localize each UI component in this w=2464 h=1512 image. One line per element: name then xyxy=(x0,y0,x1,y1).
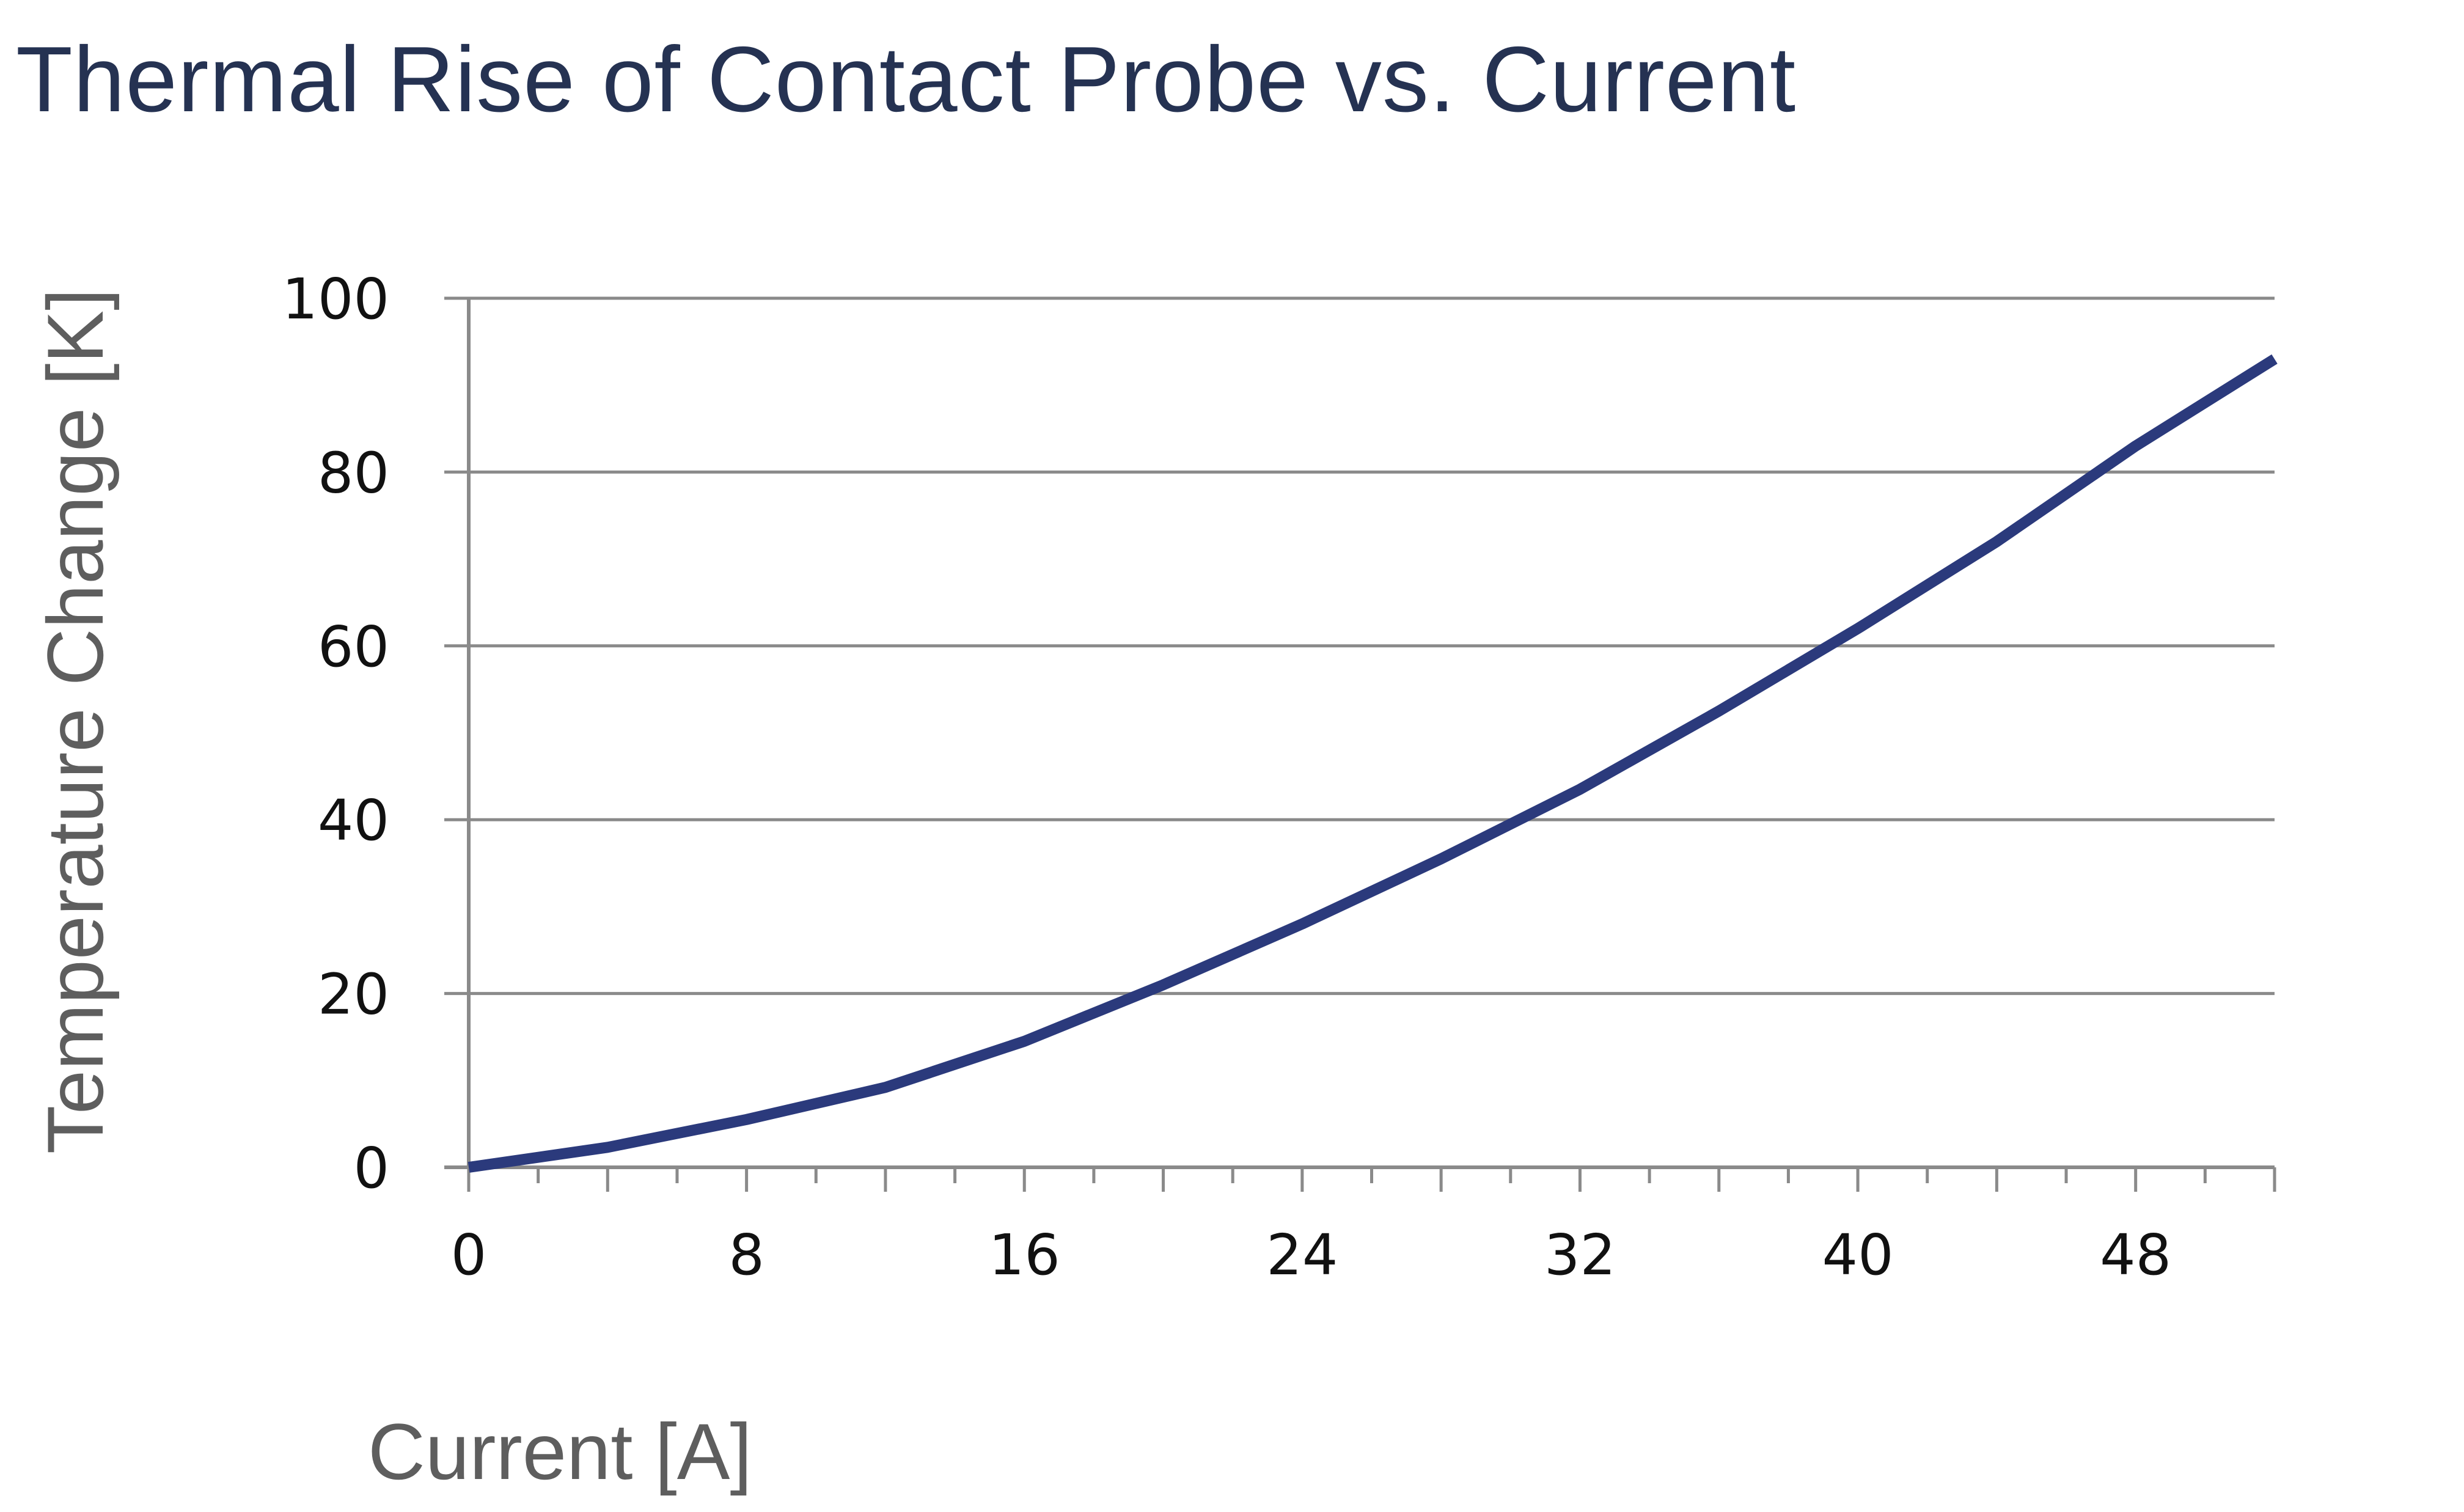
y-axis-title: Temperature Change [K] xyxy=(31,288,120,1154)
y-tick-label: 0 xyxy=(353,1136,389,1201)
y-tick-label: 60 xyxy=(318,614,389,680)
chart-title: Thermal Rise of Contact Probe vs. Curren… xyxy=(16,28,1797,131)
x-tick-label: 40 xyxy=(1822,1222,1894,1288)
x-tick-label: 48 xyxy=(2100,1222,2171,1288)
series-line xyxy=(468,354,2278,1173)
tick-labels: 0 20 40 60 80 100 0 8 16 24 32 40 48 xyxy=(282,266,2171,1288)
series-layer xyxy=(468,354,2278,1173)
y-tick-label: 40 xyxy=(318,788,389,853)
gridlines xyxy=(469,296,2275,996)
x-tick-label: 0 xyxy=(451,1222,487,1288)
x-tick-label: 8 xyxy=(728,1222,765,1288)
x-tick-label: 32 xyxy=(1544,1222,1616,1288)
x-tick-label: 24 xyxy=(1266,1222,1338,1288)
y-tick-label: 100 xyxy=(282,266,389,332)
axes xyxy=(444,296,2276,1192)
y-tick-label: 20 xyxy=(318,962,389,1027)
y-tick-label: 80 xyxy=(318,440,389,505)
x-tick-label: 16 xyxy=(989,1222,1060,1288)
x-axis-title: Current [A] xyxy=(368,1407,752,1496)
